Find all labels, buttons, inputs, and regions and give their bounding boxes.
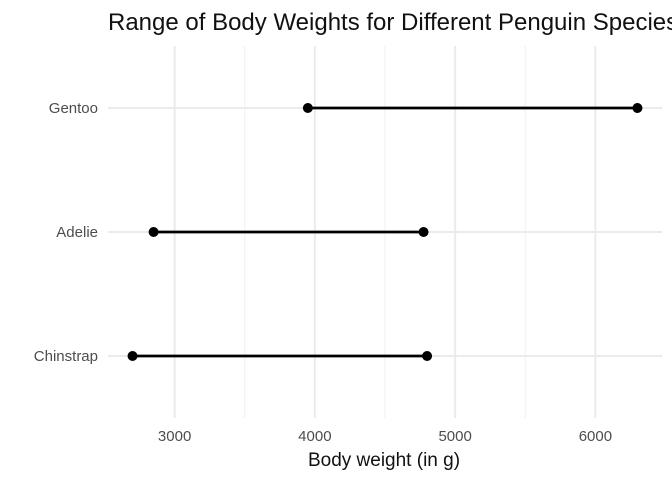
x-tick-label-0: 3000 (158, 428, 191, 445)
y-tick-label-gentoo: Gentoo (49, 100, 98, 117)
max-point-adelie (418, 227, 429, 237)
max-point-chinstrap (422, 351, 433, 361)
x-tick-label-1: 4000 (298, 428, 331, 445)
max-point-gentoo (632, 103, 643, 113)
chart-title: Range of Body Weights for Different Peng… (108, 9, 672, 36)
y-tick-label-adelie: Adelie (56, 224, 98, 241)
x-tick-label-2: 5000 (438, 428, 471, 445)
min-point-chinstrap (127, 351, 138, 361)
y-tick-label-chinstrap: Chinstrap (34, 348, 98, 365)
x-tick-label-3: 6000 (579, 428, 612, 445)
dumbbell-series (127, 103, 643, 361)
x-axis-tick-labels: 3000 4000 5000 6000 (158, 428, 612, 445)
x-axis-title: Body weight (in g) (308, 450, 460, 471)
min-point-adelie (148, 227, 159, 237)
y-axis-tick-labels: Gentoo Adelie Chinstrap (34, 100, 98, 365)
min-point-gentoo (302, 103, 313, 113)
